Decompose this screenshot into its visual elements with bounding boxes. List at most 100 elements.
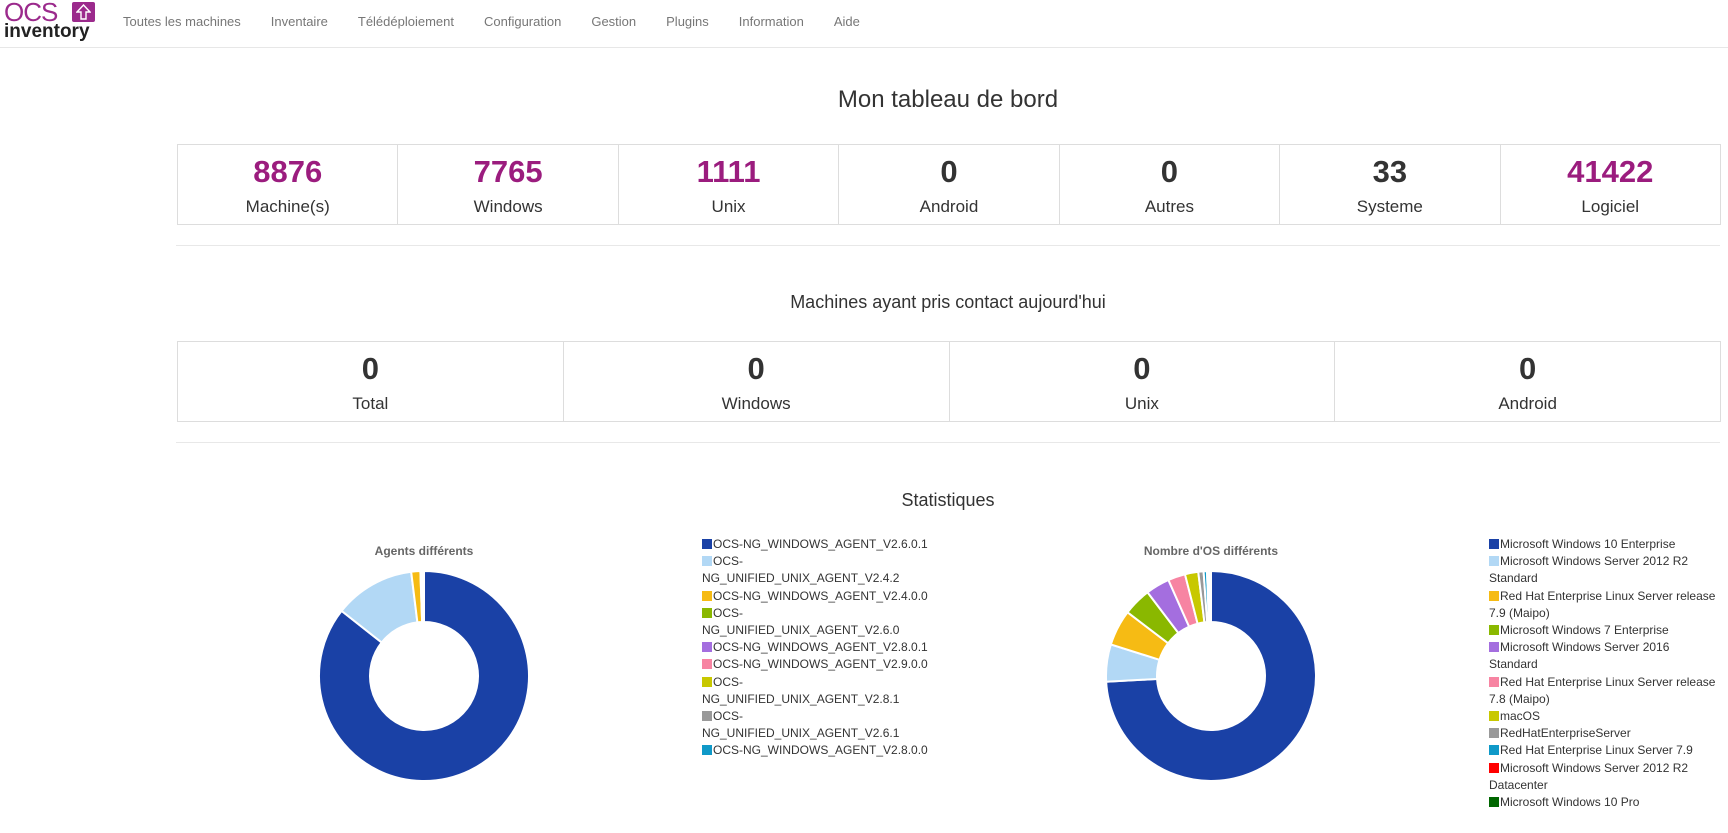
- legend-item: 7.9 (Maipo): [1489, 605, 1728, 622]
- stat-label: Systeme: [1356, 197, 1423, 216]
- legend-label: NG_UNIFIED_UNIX_AGENT_V2.6.0: [702, 623, 900, 638]
- legend-item: NG_UNIFIED_UNIX_AGENT_V2.4.2: [702, 570, 942, 587]
- legend-swatch: [702, 745, 712, 756]
- legend-item[interactable]: Red Hat Enterprise Linux Server release: [1489, 588, 1728, 605]
- legend-item[interactable]: OCS-: [702, 708, 942, 725]
- stat-machines[interactable]: 8876 Machine(s): [178, 145, 399, 224]
- legend-item[interactable]: OCS-: [702, 674, 942, 691]
- legend-swatch: [1489, 711, 1499, 722]
- stat-autres: 0 Autres: [1060, 145, 1281, 224]
- legend-swatch: [1489, 625, 1499, 636]
- legend-label: Microsoft Windows Server 2012 R2: [1500, 760, 1689, 775]
- ocs-inventory-logo[interactable]: OCS inventory: [4, 0, 96, 45]
- nav-plugins[interactable]: Plugins: [666, 14, 709, 29]
- legend-swatch: [702, 539, 712, 549]
- chart-title-os: Nombre d'OS différents: [1143, 544, 1279, 558]
- nav-toutes-les-machines[interactable]: Toutes les machines: [123, 14, 241, 29]
- stat-value: 7765: [473, 154, 543, 189]
- legend-swatch: [1489, 642, 1499, 653]
- nav-configuration[interactable]: Configuration: [484, 14, 562, 29]
- legend-label: Microsoft Windows 7 Enterprise: [1500, 623, 1669, 638]
- legend-swatch: [702, 711, 712, 722]
- upload-arrow-icon: [72, 2, 95, 22]
- legend-item[interactable]: OCS-: [702, 553, 942, 570]
- stat-value: 0: [1160, 154, 1179, 189]
- stat-unix[interactable]: 1111 Unix: [619, 145, 840, 224]
- legend-label: OCS-NG_WINDOWS_AGENT_V2.9.0.0: [713, 657, 928, 672]
- legend-label: OCS-NG_WINDOWS_AGENT_V2.6.0.1: [713, 537, 928, 551]
- legend-label: OCS-NG_WINDOWS_AGENT_V2.8.0.1: [713, 640, 928, 655]
- stat-logiciel[interactable]: 41422 Logiciel: [1501, 145, 1720, 224]
- legend-label: Red Hat Enterprise Linux Server release: [1500, 674, 1716, 689]
- legend-label: macOS: [1500, 709, 1541, 724]
- legend-item[interactable]: Microsoft Windows 7 Enterprise: [1489, 622, 1728, 639]
- stat-value: 0: [1133, 351, 1151, 386]
- legend-item: Standard: [1489, 656, 1728, 673]
- legend-item[interactable]: Microsoft Windows 10 Pro: [1489, 794, 1728, 811]
- agents-chart-legend: OCS-NG_WINDOWS_AGENT_V2.6.0.1 OCS- NG_UNIF…: [702, 536, 942, 760]
- legend-item[interactable]: Microsoft Windows 10 Enterprise: [1489, 536, 1728, 553]
- legend-item[interactable]: Microsoft Windows Server 2016: [1489, 639, 1728, 656]
- legend-swatch: [702, 607, 712, 618]
- legend-swatch: [1489, 556, 1499, 567]
- os-donut-chart[interactable]: [1105, 570, 1317, 782]
- stat-windows[interactable]: 7765 Windows: [398, 145, 619, 224]
- stat-label: Android: [919, 197, 979, 216]
- agents-donut-chart[interactable]: [318, 570, 530, 782]
- legend-label: Standard: [1489, 571, 1538, 586]
- donut-slice[interactable]: [1105, 570, 1317, 782]
- donut-slice[interactable]: [318, 570, 530, 782]
- legend-item[interactable]: Microsoft Windows Server 2012 R2: [1489, 760, 1728, 777]
- today-unix: 0 Unix: [950, 342, 1336, 421]
- legend-item[interactable]: Red Hat Enterprise Linux Server 7.9: [1489, 742, 1728, 759]
- legend-item[interactable]: OCS-NG_WINDOWS_AGENT_V2.8.0.0: [702, 742, 942, 759]
- today-contact-stats: 0 Total 0 Windows 0 Unix 0 Android: [177, 341, 1721, 422]
- logo-ocs-text: OCS: [4, 0, 58, 27]
- legend-label: 7.9 (Maipo): [1489, 605, 1550, 620]
- nav-inventaire[interactable]: Inventaire: [270, 14, 328, 29]
- legend-label: 7.8 (Maipo): [1489, 691, 1550, 706]
- legend-swatch: [702, 556, 712, 567]
- legend-item[interactable]: macOS: [1489, 708, 1728, 725]
- legend-item[interactable]: OCS-NG_WINDOWS_AGENT_V2.6.0.1: [702, 536, 942, 553]
- stat-value: 33: [1372, 154, 1408, 189]
- main-menu: Toutes les machines Inventaire Télédéplo…: [108, 0, 875, 47]
- stat-label: Android: [1498, 394, 1557, 413]
- logo-inventory-text: inventory: [4, 21, 90, 42]
- today-android: 0 Android: [1335, 342, 1720, 421]
- legend-item: NG_UNIFIED_UNIX_AGENT_V2.8.1: [702, 691, 942, 708]
- statistics-title: Statistiques: [901, 490, 995, 510]
- nav-information[interactable]: Information: [738, 14, 804, 29]
- stat-value: 0: [361, 351, 379, 386]
- stat-value: 41422: [1567, 154, 1654, 189]
- legend-swatch: [702, 659, 712, 670]
- legend-item[interactable]: Microsoft Windows Server 2012 R2: [1489, 553, 1728, 570]
- legend-label: NG_UNIFIED_UNIX_AGENT_V2.8.1: [702, 691, 900, 706]
- donut-slice[interactable]: [1207, 570, 1212, 624]
- os-chart-legend: Microsoft Windows 10 Enterprise Microsoft…: [1489, 536, 1728, 811]
- legend-label: Microsoft Windows 10 Enterprise: [1500, 537, 1676, 551]
- nav-aide[interactable]: Aide: [833, 14, 860, 29]
- legend-swatch: [1489, 676, 1499, 687]
- legend-label: Standard: [1489, 657, 1538, 672]
- stat-value: 0: [940, 154, 958, 189]
- today-contact-title: Machines ayant pris contact aujourd'hui: [790, 292, 1106, 312]
- stat-label: Logiciel: [1581, 197, 1640, 216]
- top-navbar: OCS inventory Toutes les machines Invent…: [0, 0, 1728, 48]
- legend-item[interactable]: OCS-NG_WINDOWS_AGENT_V2.8.0.1: [702, 639, 942, 656]
- legend-item[interactable]: OCS-NG_WINDOWS_AGENT_V2.9.0.0: [702, 656, 942, 673]
- legend-label: OCS-NG_WINDOWS_AGENT_V2.8.0.0: [713, 743, 928, 758]
- legend-label: Microsoft Windows Server 2016: [1500, 640, 1670, 655]
- legend-swatch: [1489, 539, 1499, 549]
- chart-title-agents: Agents différents: [374, 544, 474, 558]
- stat-label: Autres: [1144, 197, 1194, 216]
- stat-label: Windows: [473, 197, 543, 216]
- legend-item[interactable]: RedHatEnterpriseServer: [1489, 725, 1728, 742]
- legend-item[interactable]: Red Hat Enterprise Linux Server release: [1489, 674, 1728, 691]
- nav-gestion[interactable]: Gestion: [591, 14, 637, 29]
- legend-item[interactable]: OCS-NG_WINDOWS_AGENT_V2.4.0.0: [702, 588, 942, 605]
- legend-swatch: [1489, 762, 1499, 773]
- legend-item[interactable]: OCS-: [702, 605, 942, 622]
- legend-label: OCS-: [713, 674, 743, 689]
- nav-teledeploiement[interactable]: Télédéploiement: [357, 14, 454, 29]
